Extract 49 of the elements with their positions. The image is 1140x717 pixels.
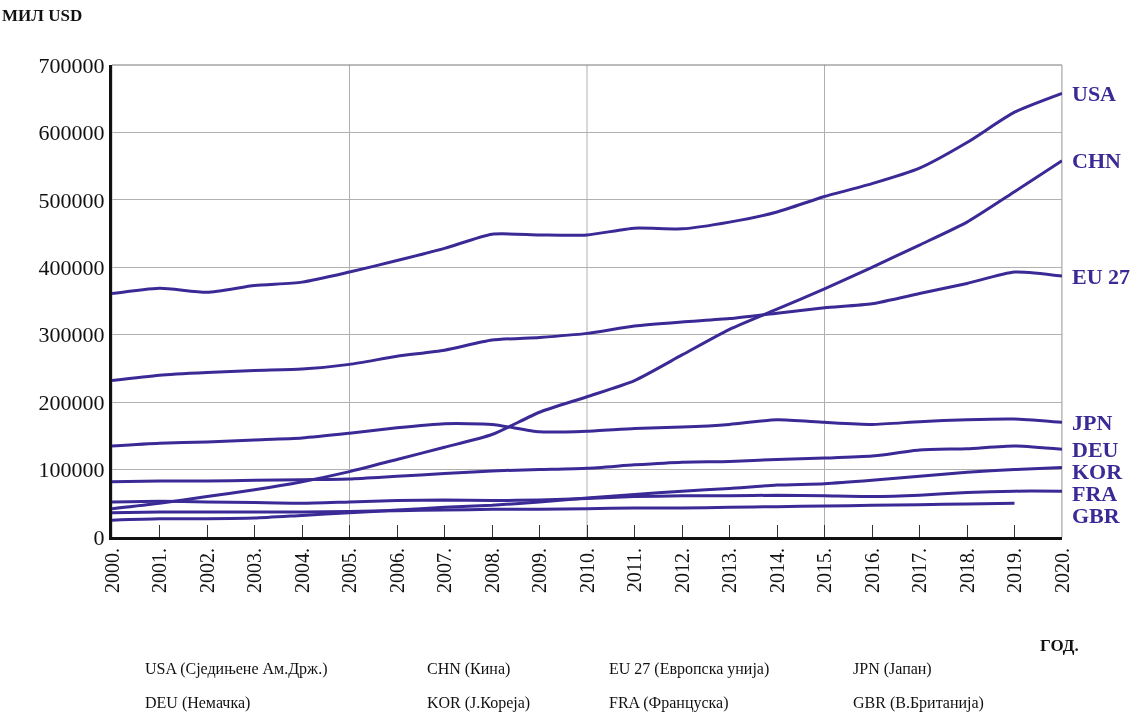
x-axis-title: ГОД. <box>1040 636 1079 655</box>
x-tick-label: 2008. <box>480 548 503 593</box>
x-tick-label: 2010. <box>575 548 598 593</box>
y-tick-label: 600000 <box>38 120 105 146</box>
x-tick-label: 2009. <box>528 548 550 593</box>
y-tick-label: 300000 <box>38 322 105 348</box>
y-axis-title: МИЛ USD <box>2 6 83 25</box>
series-label: EU 27 <box>1072 264 1131 289</box>
x-tick-label: 2011. <box>623 548 645 593</box>
y-tick-label: 500000 <box>38 187 105 213</box>
y-tick-label: 200000 <box>38 389 105 415</box>
text: USA (Сједињене Ам.Држ.) <box>145 660 328 678</box>
y-tick-label: 700000 <box>38 52 105 78</box>
text: FRA (Француска) <box>609 694 729 712</box>
series-label: CHN <box>1072 148 1121 173</box>
line-series <box>112 91 1062 296</box>
x-tick-label: 2001. <box>148 548 170 593</box>
x-tick-label: 2007. <box>433 548 455 593</box>
series-label: KOR <box>1072 459 1124 484</box>
x-tick-label: 2013. <box>718 548 740 593</box>
x-tick-label: 2006. <box>385 548 408 593</box>
line-series <box>112 159 1062 511</box>
text: DEU (Немачка) <box>145 694 251 712</box>
series-label: USA <box>1072 81 1117 106</box>
x-tick-label: 2016. <box>860 548 883 593</box>
y-tick-label: 0 <box>93 524 105 550</box>
series-label: DEU <box>1072 437 1119 462</box>
text: GBR (В.Британија) <box>853 694 984 712</box>
x-tick-label: 2005. <box>338 548 360 593</box>
x-tick-label: 2003. <box>243 548 265 593</box>
series-label: JPN <box>1072 410 1113 435</box>
text: CHN (Кина) <box>427 660 511 678</box>
x-tick-label: 2012. <box>670 548 693 593</box>
y-tick-label: 400000 <box>38 254 105 280</box>
x-tick-label: 2017. <box>908 548 930 593</box>
x-tick-label: 2002. <box>195 548 218 593</box>
text: JPN (Јапан) <box>853 660 932 678</box>
text: GBR <box>1072 503 1121 528</box>
x-tick-label: 2018. <box>955 548 978 593</box>
series-label: FRA <box>1072 481 1118 506</box>
text: EU 27 (Европска унија) <box>609 660 770 678</box>
x-tick-label: 2019. <box>1003 548 1025 593</box>
x-tick-label: 2020. <box>1050 548 1073 593</box>
x-tick-label: 2004. <box>290 548 313 593</box>
x-tick-label: 2015. <box>813 548 835 593</box>
x-tick-label: 2000. <box>100 548 123 593</box>
y-tick-label: 100000 <box>38 457 105 483</box>
text: KOR (Ј.Кореја) <box>427 694 531 712</box>
x-tick-label: 2014. <box>765 548 788 593</box>
